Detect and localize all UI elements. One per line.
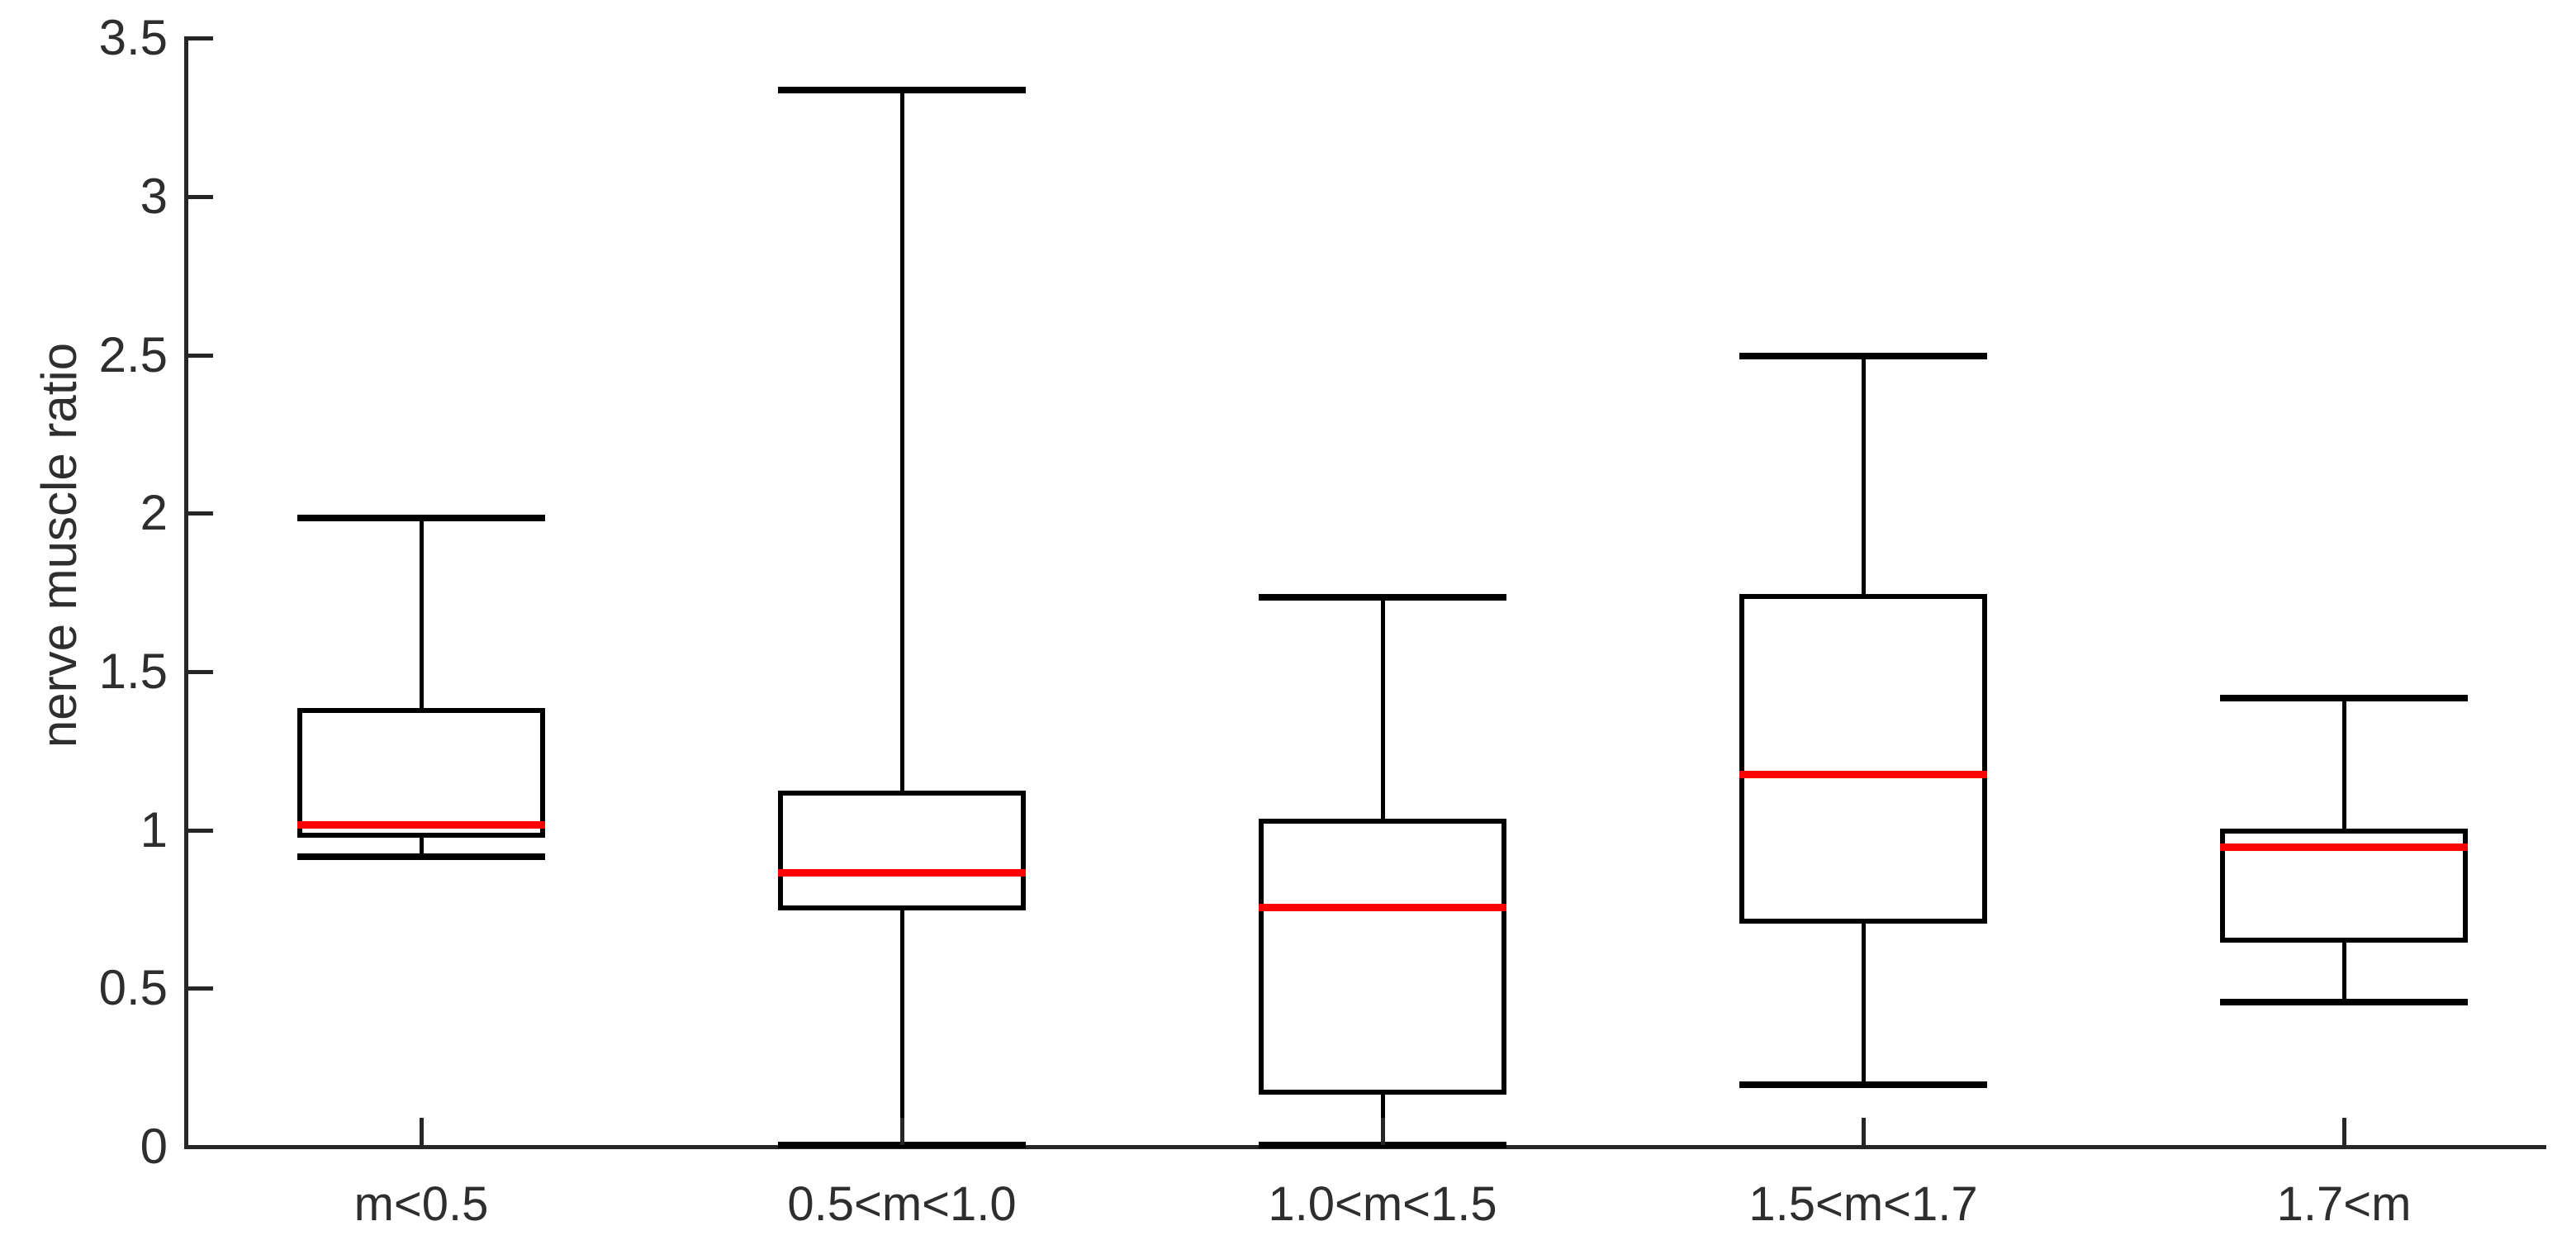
y-tick-label: 3	[140, 168, 168, 224]
upper-whisker-cap	[778, 87, 1026, 94]
median-line	[297, 821, 545, 829]
y-tick-mark	[184, 36, 213, 41]
x-tick-label: 1.5<m<1.7	[1748, 1177, 1978, 1231]
y-tick-label: 1	[140, 801, 168, 858]
x-tick-label: 1.7<m	[2276, 1177, 2412, 1231]
y-tick-label: 2	[140, 485, 168, 541]
upper-whisker-line	[2342, 698, 2346, 829]
iqr-box	[297, 707, 545, 839]
upper-whisker-cap	[1739, 353, 1987, 360]
lower-whisker-cap	[297, 853, 545, 861]
x-tick-label: 1.0<m<1.5	[1268, 1177, 1497, 1231]
upper-whisker-line	[1381, 596, 1385, 820]
iqr-box	[1739, 593, 1987, 924]
x-tick-mark	[1381, 1118, 1385, 1145]
x-tick-label: m<0.5	[353, 1177, 489, 1231]
lower-whisker-line	[420, 838, 424, 858]
y-tick-label: 0	[140, 1119, 168, 1174]
iqr-box	[778, 790, 1026, 911]
x-tick-mark	[2342, 1118, 2346, 1145]
y-tick-label: 3.5	[98, 10, 168, 66]
x-tick-mark	[420, 1118, 424, 1145]
lower-whisker-line	[1862, 923, 1866, 1086]
upper-whisker-cap	[2220, 695, 2468, 702]
median-line	[1259, 903, 1506, 911]
y-axis-line	[184, 36, 188, 1149]
upper-whisker-cap	[297, 514, 545, 521]
lower-whisker-cap	[2220, 999, 2468, 1006]
y-tick-label: 2.5	[98, 326, 168, 383]
y-tick-mark	[184, 828, 213, 833]
upper-whisker-cap	[1259, 593, 1506, 601]
y-tick-mark	[184, 1145, 213, 1149]
y-tick-mark	[184, 511, 213, 516]
iqr-box	[1259, 819, 1506, 1095]
x-tick-label: 0.5<m<1.0	[787, 1177, 1017, 1231]
lower-whisker-cap	[1739, 1081, 1987, 1089]
y-tick-mark	[184, 353, 213, 358]
iqr-box	[2220, 828, 2468, 943]
lower-whisker-cap	[1259, 1142, 1506, 1148]
x-tick-mark	[900, 1118, 904, 1145]
lower-whisker-line	[2342, 942, 2346, 1003]
upper-whisker-line	[420, 517, 424, 708]
median-line	[1739, 770, 1987, 778]
y-tick-mark	[184, 194, 213, 199]
median-line	[778, 868, 1026, 877]
median-line	[2220, 843, 2468, 852]
upper-whisker-line	[1862, 356, 1866, 594]
y-tick-label: 1.5	[98, 643, 168, 699]
lower-whisker-line	[900, 910, 904, 1145]
lower-whisker-cap	[778, 1142, 1026, 1148]
x-tick-mark	[1862, 1118, 1866, 1145]
y-tick-label: 0.5	[98, 960, 168, 1016]
y-tick-mark	[184, 669, 213, 674]
upper-whisker-line	[900, 90, 904, 791]
y-tick-mark	[184, 986, 213, 991]
